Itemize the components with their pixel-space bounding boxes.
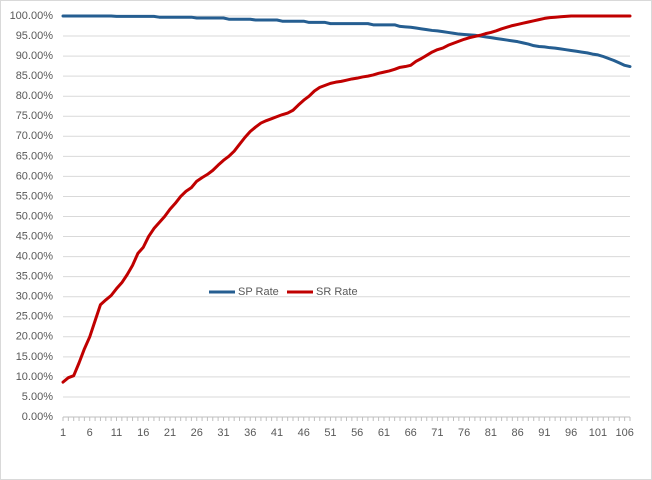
x-tick-label: 21 [164, 427, 176, 439]
y-tick-label: 90.00% [16, 50, 54, 62]
y-tick-label: 55.00% [16, 190, 54, 202]
x-tick-label: 91 [538, 427, 550, 439]
y-tick-label: 45.00% [16, 230, 54, 242]
x-tick-label: 66 [405, 427, 417, 439]
y-tick-label: 85.00% [16, 70, 54, 82]
x-tick-label: 31 [217, 427, 229, 439]
x-tick-label: 56 [351, 427, 363, 439]
y-tick-label: 5.00% [22, 391, 53, 403]
y-tick-label: 65.00% [16, 150, 54, 162]
legend-label: SP Rate [238, 286, 279, 298]
y-tick-label: 25.00% [16, 311, 54, 323]
y-tick-label: 0.00% [22, 411, 53, 423]
x-tick-label: 36 [244, 427, 256, 439]
series-line [61, 14, 632, 384]
x-tick-label: 41 [271, 427, 283, 439]
x-tick-label: 51 [324, 427, 336, 439]
y-tick-label: 30.00% [16, 291, 54, 303]
y-tick-label: 75.00% [16, 110, 54, 122]
y-tick-label: 50.00% [16, 210, 54, 222]
y-tick-label: 15.00% [16, 351, 54, 363]
x-tick-label: 46 [298, 427, 310, 439]
x-tick-label: 26 [191, 427, 203, 439]
x-tick-label: 106 [615, 427, 633, 439]
legend-label: SR Rate [316, 286, 358, 298]
y-tick-label: 100.00% [10, 10, 54, 22]
x-tick-label: 101 [589, 427, 607, 439]
x-tick-label: 86 [512, 427, 524, 439]
y-tick-label: 20.00% [16, 331, 54, 343]
y-tick-label: 70.00% [16, 130, 54, 142]
y-tick-label: 80.00% [16, 90, 54, 102]
x-tick-label: 1 [60, 427, 66, 439]
x-tick-label: 81 [485, 427, 497, 439]
series-line [61, 14, 632, 69]
x-tick-label: 16 [137, 427, 149, 439]
x-tick-label: 71 [431, 427, 443, 439]
x-tick-label: 76 [458, 427, 470, 439]
y-tick-label: 95.00% [16, 30, 54, 42]
x-tick-label: 6 [87, 427, 93, 439]
y-tick-label: 60.00% [16, 170, 54, 182]
x-tick-label: 61 [378, 427, 390, 439]
y-tick-label: 10.00% [16, 371, 54, 383]
x-tick-label: 11 [111, 427, 122, 439]
y-tick-label: 40.00% [16, 251, 54, 263]
y-tick-label: 35.00% [16, 271, 54, 283]
x-tick-label: 96 [565, 427, 577, 439]
